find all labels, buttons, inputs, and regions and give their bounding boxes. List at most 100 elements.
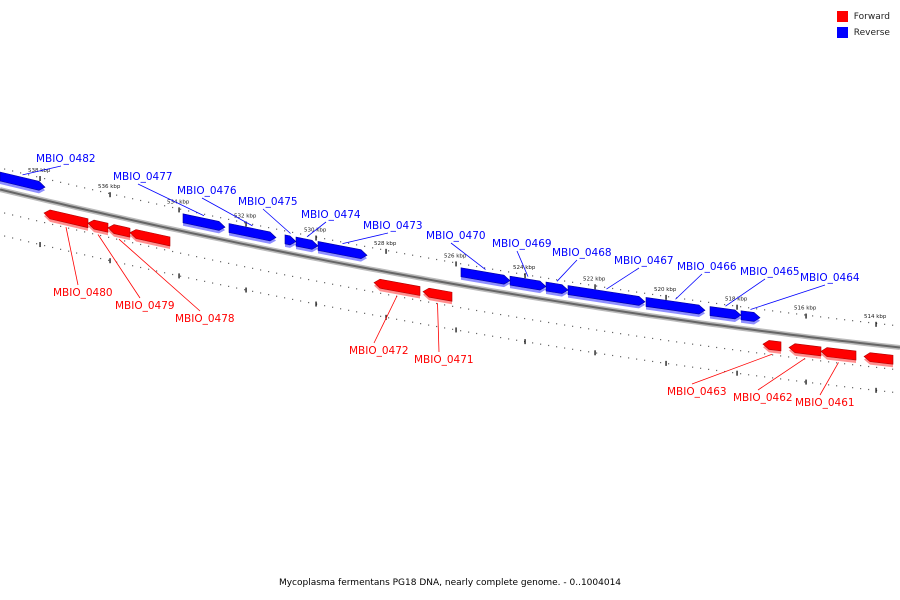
gene-MBIO_0479[interactable] <box>87 219 109 236</box>
tick-label: 520 kbp <box>654 287 677 293</box>
gene-body <box>567 285 646 306</box>
dotted-guide-lines <box>4 168 894 393</box>
gene-body <box>284 234 297 246</box>
gene-body <box>762 340 782 352</box>
gene-body <box>422 287 453 302</box>
guide-line <box>4 212 894 370</box>
gene-MBIO_0466[interactable] <box>645 297 706 318</box>
genome-backbone <box>0 187 900 350</box>
gene-MBIO_0462[interactable] <box>788 343 822 359</box>
callout-MBIO_0473: MBIO_0473 <box>342 220 423 245</box>
backbone-line <box>0 188 900 349</box>
gene-MBIO_0473[interactable] <box>317 241 368 262</box>
gene-MBIO_0467[interactable] <box>567 285 646 309</box>
callout-line <box>22 165 62 176</box>
callout-line <box>97 234 141 299</box>
gene-partial-right[interactable] <box>863 352 894 368</box>
callout-MBIO_0475: MBIO_0475 <box>238 196 298 234</box>
tick-522-kbp: 522 kbp <box>583 276 606 356</box>
tick-514-kbp: 514 kbp <box>864 314 887 393</box>
gene-label: MBIO_0476 <box>177 185 237 197</box>
gene-partial-left[interactable] <box>129 229 171 249</box>
gene-body <box>545 281 569 294</box>
gene-body <box>645 297 706 315</box>
gene-MBIO_0468[interactable] <box>545 281 569 297</box>
gene-body <box>509 275 547 291</box>
gene-body <box>0 171 46 191</box>
callout-MBIO_0477: MBIO_0477 <box>113 171 205 217</box>
gene-MBIO_0470[interactable] <box>460 267 511 288</box>
callout-MBIO_0465: MBIO_0465 <box>725 266 800 307</box>
callout-MBIO_0479: MBIO_0479 <box>97 234 175 312</box>
gene-body <box>373 278 421 296</box>
callout-MBIO_0476: MBIO_0476 <box>177 185 253 227</box>
gene-label: MBIO_0473 <box>363 220 423 232</box>
gene-label: MBIO_0475 <box>238 196 298 208</box>
callout-line <box>373 295 398 344</box>
callout-MBIO_0462: MBIO_0462 <box>733 358 806 404</box>
callout-line <box>137 183 205 217</box>
callout-line <box>201 197 253 227</box>
gene-MBIO_0464[interactable] <box>740 310 761 325</box>
callout-line <box>757 358 806 391</box>
tick-532-kbp: 532 kbp <box>234 214 257 293</box>
gene-body <box>228 223 277 242</box>
callout-MBIO_0472: MBIO_0472 <box>349 295 409 357</box>
gene-MBIO_0478[interactable] <box>107 224 131 241</box>
gene-body <box>129 229 171 247</box>
gene-MBIO_0461[interactable] <box>820 347 857 364</box>
tick-526-kbp: 526 kbp <box>444 253 467 333</box>
gene-MBIO_0477[interactable] <box>182 213 226 234</box>
gene-label: MBIO_0472 <box>349 345 409 357</box>
callout-MBIO_0464: MBIO_0464 <box>750 272 860 310</box>
gene-MBIO_0471[interactable] <box>422 287 453 305</box>
gene-MBIO_0472[interactable] <box>373 278 421 299</box>
gene-label: MBIO_0470 <box>426 230 486 242</box>
callout-MBIO_0482: MBIO_0482 <box>22 153 96 176</box>
gene-MBIO_0474[interactable] <box>295 236 319 253</box>
gene-label: MBIO_0465 <box>740 266 800 278</box>
callout-line <box>262 208 291 234</box>
callout-MBIO_0470: MBIO_0470 <box>426 230 486 270</box>
gene-body <box>317 241 368 259</box>
tick-label: 534 kbp <box>167 199 190 205</box>
callout-line <box>450 242 486 270</box>
callout-MBIO_0471: MBIO_0471 <box>414 303 474 366</box>
gene-body <box>709 306 742 320</box>
callout-line <box>725 278 766 307</box>
gene-body <box>820 347 857 361</box>
gene-label: MBIO_0474 <box>301 209 361 221</box>
gene-label: MBIO_0462 <box>733 392 793 404</box>
gene-label: MBIO_0468 <box>552 247 612 259</box>
genome-caption: Mycoplasma fermentans PG18 DNA, nearly c… <box>278 578 622 588</box>
callout-MBIO_0461: MBIO_0461 <box>795 362 855 409</box>
legend: Forward Reverse <box>836 9 890 41</box>
callout-MBIO_0466: MBIO_0466 <box>675 261 737 300</box>
tick-534-kbp: 534 kbp <box>167 199 190 279</box>
gene-label: MBIO_0464 <box>800 272 860 284</box>
callout-line <box>437 303 440 353</box>
gene-MBIO_0465[interactable] <box>709 306 742 322</box>
forward-swatch <box>836 11 848 22</box>
tick-label: 526 kbp <box>444 253 467 259</box>
tick-528-kbp: 528 kbp <box>374 241 397 320</box>
gene-body <box>740 310 761 322</box>
gene-MBIO_0469[interactable] <box>509 275 547 294</box>
callout-line <box>750 284 826 310</box>
callout-MBIO_0474: MBIO_0474 <box>301 209 361 238</box>
gene-MBIO_0463[interactable] <box>762 340 782 354</box>
callout-line <box>342 232 389 245</box>
gene-MBIO_0475[interactable] <box>284 234 297 248</box>
gene-MBIO_0476[interactable] <box>228 223 277 244</box>
gene-label: MBIO_0480 <box>53 287 113 299</box>
gene-label: MBIO_0478 <box>175 313 235 325</box>
gene-body <box>460 267 511 285</box>
gene-MBIO_0482[interactable] <box>0 171 46 194</box>
callout-line <box>675 273 703 300</box>
tick-label: 522 kbp <box>583 276 606 282</box>
gene-label: MBIO_0471 <box>414 354 474 366</box>
gene-label: MBIO_0466 <box>677 261 737 273</box>
gene-features <box>0 171 894 368</box>
